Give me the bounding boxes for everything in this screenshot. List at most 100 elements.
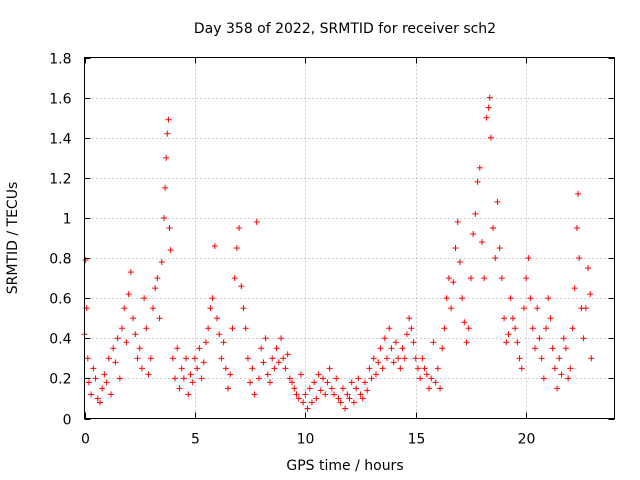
data-point <box>167 247 174 254</box>
data-point <box>326 365 333 372</box>
data-point <box>571 285 578 292</box>
data-point <box>379 365 386 372</box>
data-point <box>384 355 391 362</box>
data-point <box>585 265 591 272</box>
data-point <box>580 335 587 342</box>
data-point <box>377 345 384 352</box>
data-point <box>156 315 163 322</box>
data-point <box>116 375 123 382</box>
data-point <box>185 391 192 398</box>
axis-ticks <box>84 57 615 420</box>
data-point <box>275 359 282 366</box>
data-point <box>439 345 446 352</box>
x-tick-label: 15 <box>408 432 426 448</box>
data-points <box>81 94 595 412</box>
data-point <box>470 230 477 237</box>
data-point <box>172 375 179 382</box>
data-point <box>119 325 126 332</box>
data-point <box>260 359 267 366</box>
data-point <box>238 283 245 290</box>
tick-labels: 0 0.2 0.4 0.6 0.8 1 1.2 1.4 1.6 1.8 0 5 10 15 20 <box>49 52 535 448</box>
data-point <box>520 305 527 312</box>
data-point <box>255 375 262 382</box>
data-point <box>282 365 289 372</box>
data-point <box>233 245 240 252</box>
data-point <box>231 275 238 282</box>
data-point <box>267 379 273 386</box>
data-point <box>178 365 185 372</box>
data-point <box>576 255 583 262</box>
data-point <box>196 345 203 352</box>
data-point <box>463 339 470 346</box>
data-point <box>381 335 388 342</box>
data-point <box>96 399 103 406</box>
data-point <box>335 395 342 402</box>
data-point <box>505 331 512 338</box>
data-point <box>560 335 567 342</box>
data-point <box>395 355 402 362</box>
data-point <box>421 365 428 372</box>
data-point <box>450 279 457 286</box>
data-point <box>364 387 371 394</box>
data-point <box>251 391 258 398</box>
data-point <box>573 224 580 231</box>
data-point <box>547 315 554 322</box>
data-point <box>174 345 181 352</box>
data-point <box>306 385 313 392</box>
data-point <box>112 359 119 366</box>
data-point <box>216 331 223 338</box>
data-point <box>465 325 472 332</box>
data-point <box>406 315 413 322</box>
data-point <box>227 371 234 378</box>
y-tick-label: 0.8 <box>49 252 71 268</box>
data-point <box>85 379 92 386</box>
data-point <box>328 385 335 392</box>
data-point <box>551 365 558 372</box>
data-point <box>569 325 576 332</box>
data-point <box>588 355 595 362</box>
data-point <box>454 218 461 225</box>
data-point <box>430 339 437 346</box>
data-point <box>311 379 318 386</box>
data-point <box>512 325 519 332</box>
grid <box>84 57 615 419</box>
data-point <box>575 190 582 197</box>
data-point <box>125 291 132 298</box>
data-point <box>501 315 508 322</box>
data-point <box>496 245 503 252</box>
data-point <box>149 305 156 312</box>
data-point <box>467 275 474 282</box>
data-point <box>240 305 247 312</box>
data-point <box>136 345 143 352</box>
data-point <box>162 184 169 191</box>
data-point <box>183 355 190 362</box>
data-point <box>441 325 448 332</box>
data-point <box>138 365 145 372</box>
data-point <box>417 375 424 382</box>
data-point <box>388 345 395 352</box>
data-point <box>313 395 320 402</box>
data-point <box>202 339 209 346</box>
data-point <box>320 375 326 382</box>
data-point <box>509 315 516 322</box>
data-point <box>84 355 91 362</box>
data-point <box>443 295 450 302</box>
data-point <box>158 259 165 266</box>
data-point <box>94 395 101 402</box>
data-point <box>164 130 171 137</box>
data-point <box>373 371 379 378</box>
data-point <box>284 351 291 358</box>
data-point <box>538 355 545 362</box>
data-point <box>291 385 298 392</box>
data-point <box>498 275 505 282</box>
data-point <box>163 154 170 161</box>
data-point <box>88 391 95 398</box>
data-point <box>99 385 106 392</box>
data-point <box>258 345 265 352</box>
data-point <box>487 134 494 141</box>
data-point <box>134 355 141 362</box>
data-point <box>271 365 278 372</box>
data-point <box>348 379 355 386</box>
data-point <box>300 399 307 406</box>
